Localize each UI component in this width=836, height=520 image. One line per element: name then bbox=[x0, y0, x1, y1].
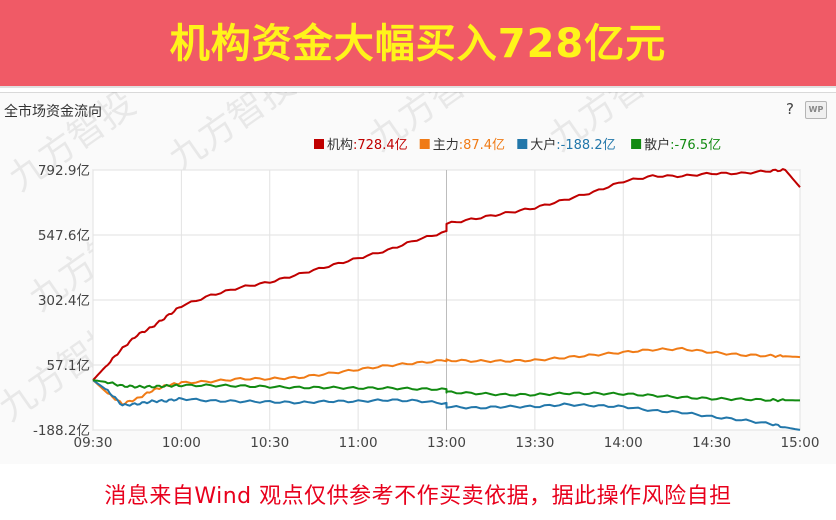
legend-swatch bbox=[631, 139, 642, 149]
legend-series-value: :-188.2亿 bbox=[556, 138, 615, 153]
y-tick-label: 57.1亿 bbox=[46, 358, 90, 374]
x-tick-label: 13:30 bbox=[515, 435, 554, 451]
y-tick-label: 792.9亿 bbox=[38, 163, 90, 179]
x-tick-label: 11:00 bbox=[339, 435, 378, 451]
panel-title: 全市场资金流向 bbox=[4, 104, 102, 120]
headline-banner: 机构资金大幅买入728亿元 bbox=[0, 0, 836, 88]
x-tick-label: 13:00 bbox=[427, 435, 466, 451]
legend-series-value: :-76.5亿 bbox=[670, 138, 721, 153]
watermark-text: 九方智投 bbox=[162, 92, 303, 179]
legend-swatch bbox=[419, 139, 430, 149]
x-tick-label: 09:30 bbox=[74, 435, 113, 451]
y-tick-label: 547.6亿 bbox=[38, 228, 90, 244]
x-tick-label: 10:30 bbox=[250, 435, 289, 451]
series-layer bbox=[92, 168, 801, 431]
fund-flow-chart: 九方智投九方智投九方智投九方智投九方智投九方智投九方智投九方智投九方智投九方智投… bbox=[0, 92, 819, 451]
y-tick-label: 302.4亿 bbox=[38, 293, 90, 309]
question-icon[interactable]: ? bbox=[786, 100, 794, 118]
series-line-4 bbox=[92, 379, 800, 403]
legend-series-name: 散户 bbox=[644, 137, 670, 153]
chart-legend: 机构:728.4亿 主力:87.4亿 大户:-188.2亿 散户:-76.5亿 bbox=[314, 137, 721, 153]
legend-series-name: 大户 bbox=[530, 137, 556, 153]
legend-series-name: 主力 bbox=[433, 138, 459, 153]
y-tick-label: -188.2亿 bbox=[33, 423, 90, 439]
x-tick-label: 15:00 bbox=[781, 435, 820, 451]
x-tick-label: 10:00 bbox=[162, 435, 201, 451]
series-line-3 bbox=[92, 379, 801, 431]
legend-series-value: :728.4亿 bbox=[353, 138, 408, 153]
x-tick-label: 14:30 bbox=[692, 435, 731, 451]
legend-series-value: :87.4亿 bbox=[459, 138, 505, 153]
legend-swatch bbox=[314, 139, 324, 149]
legend-series-name: 机构 bbox=[327, 138, 353, 153]
grid-layer bbox=[92, 169, 801, 431]
series-line-1 bbox=[92, 168, 801, 381]
wp-badge-icon[interactable]: WP bbox=[805, 101, 827, 119]
headline-title: 机构资金大幅买入728亿元 bbox=[169, 21, 667, 67]
disclaimer-text: 消息来自Wind 观点仅供参考不作买卖依据，据此操作风险自担 bbox=[104, 484, 732, 509]
legend-swatch bbox=[517, 139, 528, 149]
disclaimer-footer: 消息来自Wind 观点仅供参考不作买卖依据，据此操作风险自担 bbox=[0, 464, 836, 520]
x-tick-label: 14:00 bbox=[604, 435, 643, 451]
